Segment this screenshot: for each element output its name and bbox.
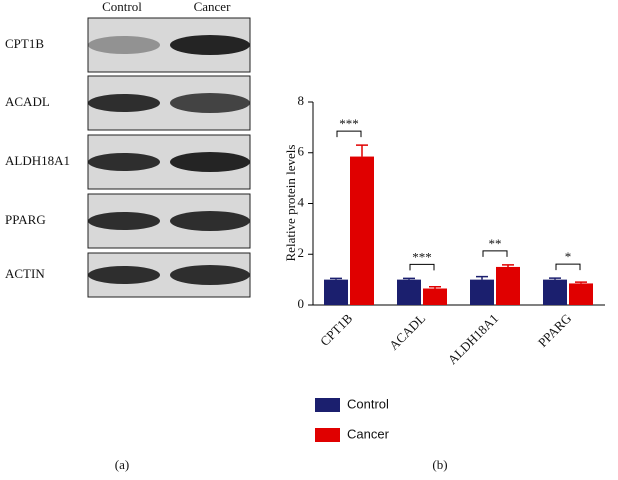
legend-label: Control — [347, 396, 389, 411]
x-tick-label: ALDH18A1 — [445, 311, 502, 368]
blot-band — [88, 212, 160, 230]
error-bar — [575, 281, 587, 284]
x-tick-label: ACADL — [386, 311, 428, 353]
error-bar — [403, 277, 415, 280]
error-bar — [356, 144, 368, 157]
blot-band — [170, 93, 250, 113]
significance-label: * — [565, 249, 572, 264]
bar — [350, 156, 374, 305]
y-axis-label: Relative protein levels — [283, 145, 298, 262]
bar — [423, 288, 447, 305]
blot-band — [170, 152, 250, 172]
panel-label: (a) — [115, 457, 129, 472]
bar — [397, 279, 421, 305]
blot-row-label: ALDH18A1 — [5, 153, 70, 168]
blot-band — [170, 35, 250, 55]
significance-label: *** — [412, 249, 432, 264]
bar — [569, 283, 593, 305]
error-bar — [549, 277, 561, 280]
significance-bracket — [336, 130, 362, 138]
legend-label: Cancer — [347, 426, 390, 441]
significance-bracket — [482, 250, 508, 257]
blot-band — [170, 265, 250, 285]
blot-column-label: Control — [102, 0, 142, 14]
legend-swatch — [315, 428, 340, 442]
legend-swatch — [315, 398, 340, 412]
error-bar — [476, 275, 488, 280]
blot-band — [88, 36, 160, 54]
blot-band — [170, 211, 250, 231]
bar — [496, 266, 520, 305]
significance-label: ** — [489, 236, 502, 251]
significance-label: *** — [339, 116, 359, 131]
x-tick-label: PPARG — [535, 311, 574, 350]
y-tick-label: 8 — [298, 93, 305, 108]
error-bar — [330, 277, 342, 280]
blot-row-label: ACTIN — [5, 266, 45, 281]
blot-band — [88, 266, 160, 284]
significance-bracket — [409, 263, 435, 271]
blot-band — [88, 94, 160, 112]
bar — [324, 279, 348, 305]
y-tick-label: 2 — [298, 245, 305, 260]
panel-label: (b) — [432, 457, 447, 472]
blot-row-label: PPARG — [5, 212, 46, 227]
y-tick-label: 0 — [298, 296, 305, 311]
error-bar — [429, 285, 441, 289]
error-bar — [502, 264, 514, 267]
y-tick-label: 6 — [298, 144, 305, 159]
x-tick-label: CPT1B — [317, 310, 355, 348]
blot-row-label: ACADL — [5, 94, 50, 109]
y-tick-label: 4 — [298, 194, 305, 209]
blot-band — [88, 153, 160, 171]
bar — [543, 279, 567, 305]
blot-column-label: Cancer — [194, 0, 231, 14]
significance-bracket — [555, 263, 581, 271]
bar — [470, 279, 494, 305]
blot-row-label: CPT1B — [5, 36, 44, 51]
